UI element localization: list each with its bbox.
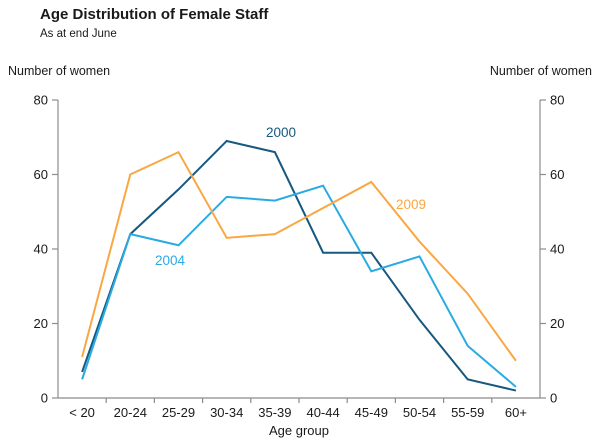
y-tick-label-left: 0 (41, 391, 48, 406)
y-tick-label-left: 20 (34, 316, 48, 331)
y-tick-label-right: 20 (550, 316, 564, 331)
x-category-label: 35-39 (258, 405, 291, 420)
chart-title: Age Distribution of Female Staff (40, 6, 269, 23)
x-category-label: 55-59 (451, 405, 484, 420)
x-category-label: 40-44 (306, 405, 339, 420)
series-label-2000: 2000 (266, 125, 296, 140)
series-line-2000 (81, 139, 517, 392)
y-tick-label-right: 40 (550, 242, 564, 257)
x-category-label: 20-24 (114, 405, 147, 420)
x-category-label: < 20 (69, 405, 95, 420)
y-tick-label-right: 80 (550, 93, 564, 108)
series-label-2004: 2004 (155, 253, 186, 268)
series-line-2009 (81, 150, 517, 362)
x-category-label: 50-54 (403, 405, 436, 420)
y-tick-label-left: 80 (34, 93, 48, 108)
series-label-2009: 2009 (396, 197, 426, 212)
x-category-label: 45-49 (355, 405, 388, 420)
series-line-2004 (81, 184, 517, 388)
y-tick-label-left: 40 (34, 242, 48, 257)
x-category-label: 25-29 (162, 405, 195, 420)
x-category-label: 30-34 (210, 405, 243, 420)
y-axis-header-right: Number of women (489, 64, 592, 78)
y-tick-label-right: 0 (550, 391, 557, 406)
y-tick-label-right: 60 (550, 167, 564, 182)
y-axis-header-left: Number of women (8, 64, 111, 78)
x-axis-label: Age group (269, 423, 329, 438)
x-category-label: 60+ (505, 405, 527, 420)
y-tick-label-left: 60 (34, 167, 48, 182)
chart-subtitle: As at end June (40, 28, 117, 40)
